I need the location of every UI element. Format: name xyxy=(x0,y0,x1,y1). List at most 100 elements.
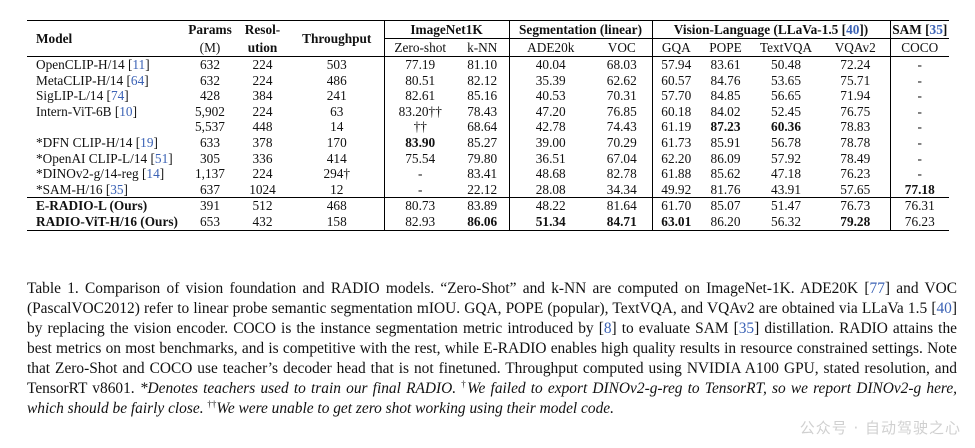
col-knn: k-NN xyxy=(467,39,498,55)
table-cell: 82.78 xyxy=(606,166,637,182)
table-cell: 68.64 xyxy=(467,119,498,135)
table-cell: - xyxy=(383,166,456,182)
table-cell: 61.19 xyxy=(651,119,701,135)
table-cell: 28.08 xyxy=(508,181,592,198)
table-cell: 81.76 xyxy=(710,181,741,197)
model-name: *DFN CLIP-H/14 [19] xyxy=(36,135,158,151)
table-cell: 83.89 xyxy=(467,198,498,214)
table-cell: 79.28 xyxy=(840,213,871,229)
table-cell: 83.61 xyxy=(710,57,741,73)
model-name: *DINOv2-g/14-reg [14] xyxy=(36,166,165,182)
table-cell: 5,902 xyxy=(195,103,225,119)
group-segmentation: Segmentation (linear) xyxy=(508,20,653,39)
table-cell: 448 xyxy=(252,119,273,135)
table-cell: 72.24 xyxy=(840,57,871,73)
model-name: *SAM-H/16 [35] xyxy=(36,181,128,197)
table-row: RADIO-ViT-H/16 (Ours) 653 432 158 82.93 86.06… xyxy=(27,213,950,231)
model-name: E-RADIO-L (Ours) xyxy=(36,198,148,214)
table-cell: 76.31 xyxy=(889,197,950,214)
col-textvqa: TextVQA xyxy=(759,39,813,55)
table-cell: 61.70 xyxy=(651,197,701,214)
table-cell: 83.20†† xyxy=(383,103,456,120)
col-gqa: GQA xyxy=(651,38,701,57)
model-name xyxy=(27,119,185,135)
table-cell: 81.64 xyxy=(606,198,637,214)
table-cell: 52.45 xyxy=(771,103,801,119)
table-cell: 48.22 xyxy=(508,197,592,214)
table-row: *DINOv2-g/14-reg [14] 1,137 224 294† -83.41 4… xyxy=(27,166,950,182)
table-cell: 43.91 xyxy=(771,181,801,197)
table-cell: 81.10 xyxy=(467,57,498,73)
table-cell: 632 xyxy=(200,57,220,73)
col-zero-shot: Zero-shot xyxy=(383,38,456,57)
table-cell: 224 xyxy=(252,103,273,119)
table-cell: 57.70 xyxy=(651,88,701,104)
col-model: Model xyxy=(36,30,73,46)
table-cell: 653 xyxy=(200,213,220,229)
table-cell: 336 xyxy=(252,150,273,166)
table-cell: 50.48 xyxy=(771,57,801,73)
table-cell: 294† xyxy=(323,166,351,182)
table-cell: 86.20 xyxy=(710,213,741,229)
table-cell: 77.19 xyxy=(383,56,456,73)
model-name: SigLIP-L/14 [74] xyxy=(36,88,129,104)
table-cell: - xyxy=(889,103,950,120)
comparison-table: Model Params Resol- Throughput ImageNet1… xyxy=(27,20,950,231)
table-cell: 78.49 xyxy=(840,150,871,166)
table-cell: 62.62 xyxy=(606,72,637,88)
table-row: MetaCLIP-H/14 [64] 632 224 486 80.51 82.12 35.… xyxy=(27,72,950,89)
table-cell: - xyxy=(889,134,950,151)
table-cell: 84.85 xyxy=(710,88,741,104)
table-cell: 80.73 xyxy=(383,197,456,214)
model-name: *OpenAI CLIP-L/14 [51] xyxy=(36,150,173,166)
table-cell: 78.43 xyxy=(467,103,498,119)
table-cell: 36.51 xyxy=(508,150,592,167)
table-row: *SAM-H/16 [35] 637 1024 12 -22.12 28.08 34.34 4… xyxy=(27,181,950,198)
table-cell: - xyxy=(889,56,950,73)
results-table: Model Params Resol- Throughput ImageNet1… xyxy=(27,20,950,231)
table-cell: 503 xyxy=(326,57,347,73)
table-cell: 61.73 xyxy=(651,134,701,151)
table-cell: 76.73 xyxy=(840,198,871,214)
table-cell: - xyxy=(889,150,950,167)
table-cell: 63.01 xyxy=(651,213,701,231)
table-cell: 82.93 xyxy=(383,213,456,231)
table-cell: 432 xyxy=(252,213,273,229)
table-cell: 1,137 xyxy=(195,166,225,182)
table-cell: 83.90 xyxy=(383,134,456,151)
table-cell: 60.57 xyxy=(651,72,701,89)
table-cell: 224 xyxy=(252,72,273,88)
table-cell: 5,537 xyxy=(195,119,225,135)
table-row: E-RADIO-L (Ours) 391 512 468 80.73 83.89 48.22… xyxy=(27,197,950,214)
table-cell: 77.18 xyxy=(889,181,950,198)
table-cell: 82.61 xyxy=(383,88,456,104)
table-cell: 86.09 xyxy=(710,150,741,166)
table-cell: 71.94 xyxy=(840,88,871,104)
table-cell: 48.68 xyxy=(508,166,592,182)
table-cell: 633 xyxy=(200,135,220,151)
table-body: OpenCLIP-H/14 [11] 632 224 503 77.19 81.10 40.… xyxy=(27,56,950,231)
table-cell: 632 xyxy=(200,72,220,88)
table-cell: 67.04 xyxy=(606,150,637,166)
table-cell: 428 xyxy=(200,88,220,104)
table-cell: 40.53 xyxy=(508,88,592,104)
table-cell: - xyxy=(889,72,950,89)
table-cell: 224 xyxy=(252,166,273,182)
watermark: 公众号 · 自动驾驶之心 xyxy=(799,419,961,437)
table-cell: 68.03 xyxy=(606,57,637,73)
table-cell: 51.47 xyxy=(771,198,801,214)
model-name: OpenCLIP-H/14 [11] xyxy=(36,57,150,73)
group-imagenet: ImageNet1K xyxy=(383,20,509,39)
table-cell: †† xyxy=(383,119,456,135)
table-cell: 56.32 xyxy=(771,213,801,229)
table-cell: 79.80 xyxy=(467,150,498,166)
table-cell: 34.34 xyxy=(606,181,637,197)
table-cell: 57.65 xyxy=(840,181,871,197)
table-cell: 224 xyxy=(252,57,273,73)
table-cell: 305 xyxy=(200,150,220,166)
table-row: Intern-ViT-6B [10] 5,902 224 63 83.20†† 78.43… xyxy=(27,103,950,120)
table-cell: 42.78 xyxy=(508,119,592,135)
table-cell: 75.54 xyxy=(383,150,456,167)
table-cell: 53.65 xyxy=(771,72,801,88)
col-params-unit: (M) xyxy=(199,39,221,55)
